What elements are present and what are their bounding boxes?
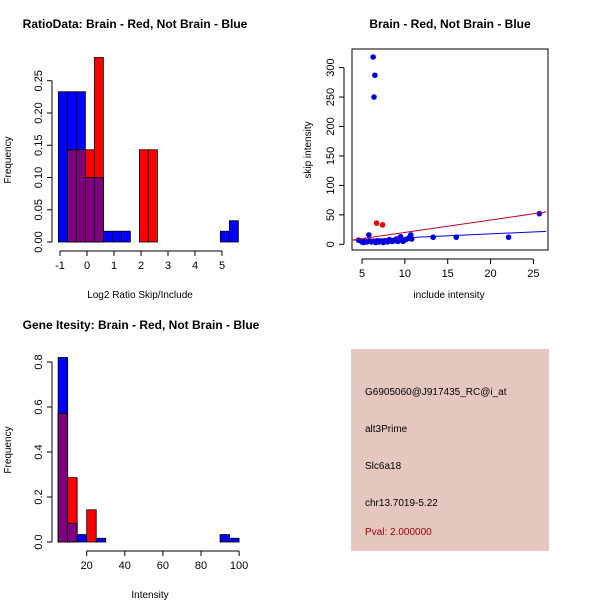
y-tick-label: 0.10 [33, 167, 45, 188]
point-not-brain [397, 233, 404, 240]
y-tick-label: 100 [325, 176, 337, 194]
bar-brain [147, 149, 158, 243]
y-tick-label: 0 [325, 241, 337, 247]
x-tick-label: 10 [399, 268, 411, 280]
chart-title: Brain - Red, Not Brain - Blue [369, 17, 531, 31]
x-tick-label: 100 [230, 560, 248, 572]
chart-title: Gene Itesity: Brain - Red, Not Brain - B… [23, 318, 260, 332]
x-tick-label: 5 [359, 268, 365, 280]
x-tick-label: 2 [138, 260, 144, 272]
x-tick-label: 5 [219, 260, 225, 272]
x-tick-label: 15 [442, 268, 454, 280]
gene-name: Slc6a18 [365, 461, 402, 472]
x-tick-label: 20 [484, 268, 496, 280]
pval: Pval: 2.000000 [365, 527, 432, 538]
point-not-brain [505, 234, 512, 241]
point-not-brain [408, 236, 415, 242]
y-axis-label: Frequency [3, 136, 14, 183]
y-tick-label: 250 [325, 88, 337, 106]
bar-not-brain [219, 230, 230, 243]
y-tick-label: 0.2 [33, 489, 45, 504]
fit-line-brain [351, 211, 547, 241]
y-tick-label: 150 [325, 147, 337, 165]
x-tick-label: 20 [81, 560, 93, 572]
x-tick-label: -1 [55, 260, 65, 272]
x-tick-label: 0 [84, 260, 90, 272]
event-type: alt3Prime [365, 424, 408, 435]
bar-overlap [67, 522, 78, 543]
bar-overlap [57, 413, 69, 543]
x-tick-label: 80 [195, 560, 207, 572]
y-tick-label: 50 [325, 209, 337, 221]
y-tick-label: 0.00 [33, 231, 45, 252]
bar-not-brain [111, 230, 122, 243]
y-tick-label: 300 [325, 58, 337, 76]
y-tick-label: 200 [325, 117, 337, 135]
y-tick-label: 0.8 [33, 354, 45, 369]
y-tick-label: 0.05 [33, 199, 45, 220]
info-panel: G6905060@J917435_RC@i_at alt3Prime Slc6a… [351, 349, 549, 551]
y-tick-label: 0.25 [33, 70, 45, 91]
bar-not-brain [57, 91, 68, 243]
chart-title: RatioData: Brain - Red, Not Brain - Blue [23, 17, 248, 31]
x-tick-label: 3 [165, 260, 171, 272]
bar-not-brain [120, 230, 131, 243]
bar-not-brain [228, 220, 239, 243]
x-tick-label: 25 [527, 268, 539, 280]
point-not-brain [366, 232, 372, 238]
y-tick-label: 0.15 [33, 135, 45, 156]
y-axis-label: Frequency [3, 426, 14, 473]
bar-not-brain [219, 534, 230, 543]
x-axis-label: include intensity [413, 290, 484, 301]
bar-not-brain [102, 230, 113, 243]
y-tick-label: 0.6 [33, 399, 45, 414]
y-tick-label: 0.4 [33, 444, 45, 459]
bar-overlap [84, 177, 95, 243]
x-tick-label: 60 [157, 560, 169, 572]
x-tick-label: 4 [192, 260, 198, 272]
location: chr13.7019-5.22 [365, 498, 438, 509]
bar-not-brain [229, 537, 240, 543]
point-not-brain [371, 94, 377, 100]
bar-brain [86, 509, 97, 543]
y-tick-label: 0.0 [33, 534, 45, 549]
bar-overlap [66, 149, 77, 243]
y-axis-label: skip intensity [303, 121, 314, 178]
bar-overlap [93, 177, 104, 243]
point-not-brain [372, 72, 378, 79]
point-brain [373, 220, 380, 226]
point-brain [379, 222, 386, 228]
probe-id: G6905060@J917435_RC@i_at [365, 387, 507, 398]
x-tick-label: 40 [119, 560, 131, 572]
point-not-brain [370, 54, 376, 60]
point-not-brain [430, 234, 436, 241]
y-tick-label: 0.20 [33, 102, 45, 123]
x-axis-label: Log2 Ratio Skip/Include [87, 290, 193, 301]
plot-box [351, 48, 549, 251]
bar-brain [138, 149, 149, 243]
bar-not-brain [95, 537, 107, 543]
point-not-brain [453, 234, 460, 241]
bar-overlap [75, 149, 86, 243]
x-tick-label: 1 [111, 260, 117, 272]
bar-not-brain [76, 534, 88, 543]
x-axis-label: Intensity [131, 590, 168, 600]
